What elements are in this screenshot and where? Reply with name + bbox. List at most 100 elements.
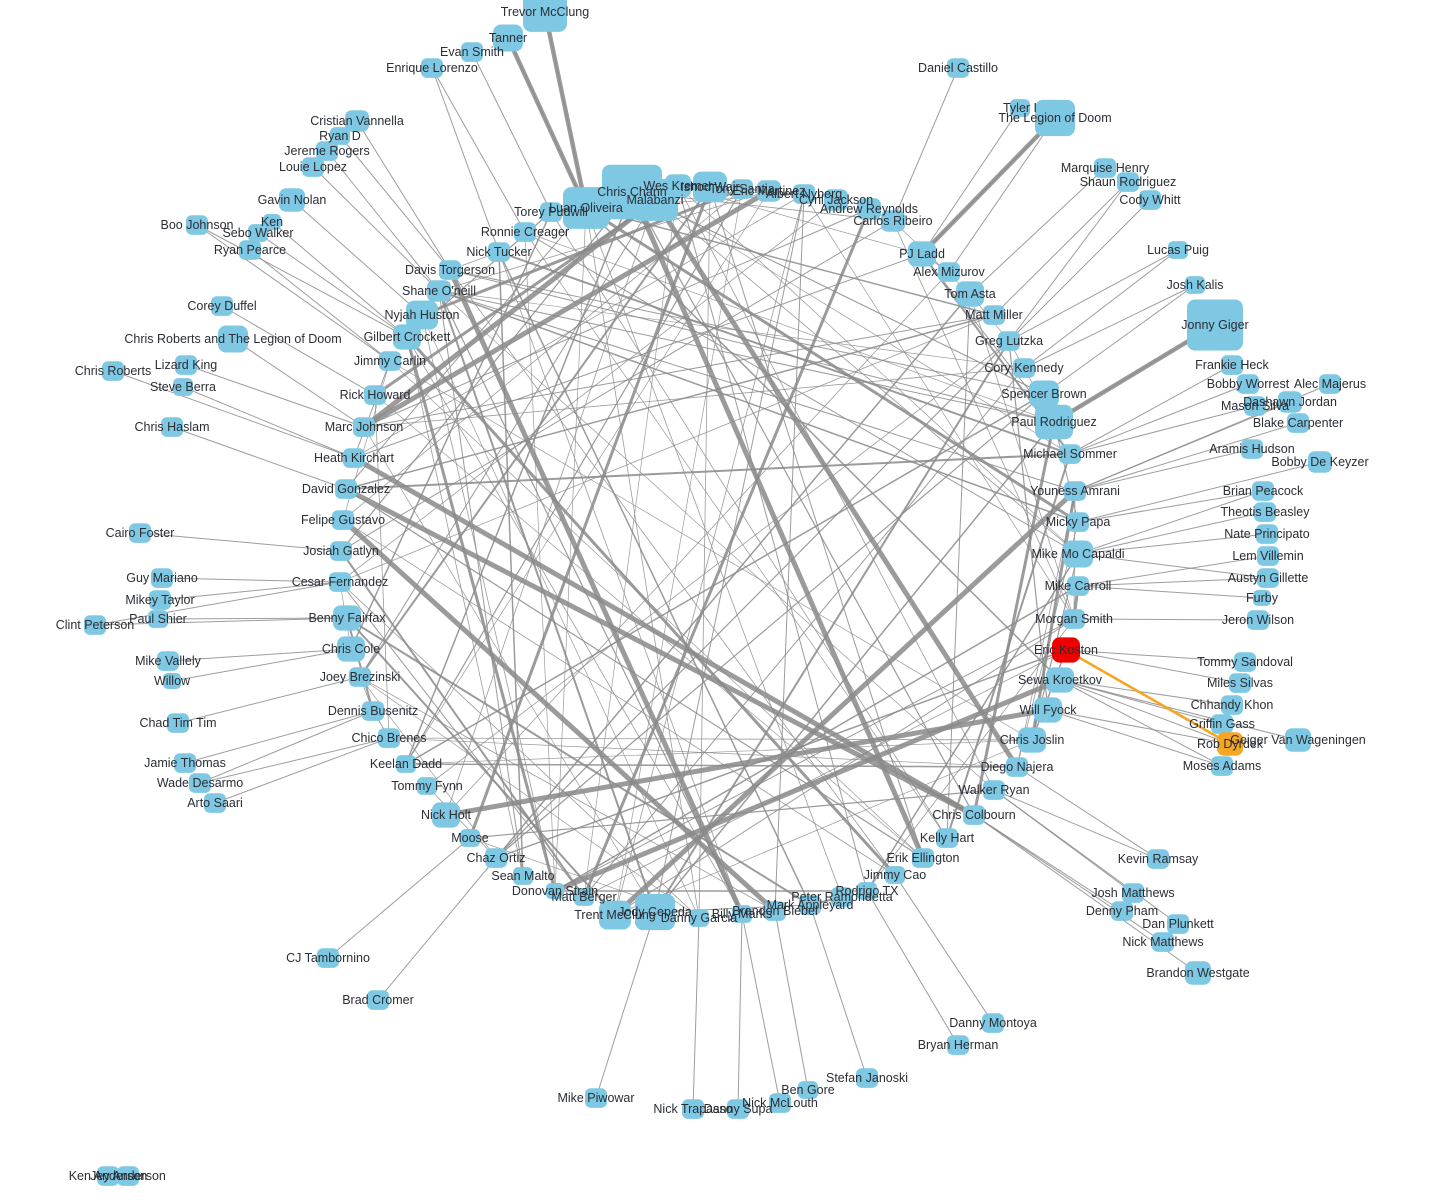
- svg-text:Heath Kirchart: Heath Kirchart: [314, 451, 394, 465]
- svg-text:Spencer Brown: Spencer Brown: [1001, 387, 1087, 401]
- svg-text:Nick Matthews: Nick Matthews: [1122, 935, 1203, 949]
- svg-text:Trevor McClung: Trevor McClung: [501, 5, 589, 19]
- svg-text:Alec Majerus: Alec Majerus: [1294, 377, 1366, 391]
- svg-text:David Gonzalez: David Gonzalez: [302, 482, 390, 496]
- svg-text:Felipe Gustavo: Felipe Gustavo: [301, 513, 385, 527]
- svg-text:Danny Montoya: Danny Montoya: [949, 1016, 1037, 1030]
- svg-text:Nick Holt: Nick Holt: [421, 808, 472, 822]
- svg-text:Ben Gore: Ben Gore: [781, 1083, 835, 1097]
- svg-text:Guy Mariano: Guy Mariano: [126, 571, 198, 585]
- svg-text:Brad Cromer: Brad Cromer: [342, 993, 414, 1007]
- svg-text:Cesar Fernandez: Cesar Fernandez: [292, 575, 389, 589]
- svg-text:Josiah Gatlyn: Josiah Gatlyn: [303, 544, 379, 558]
- svg-text:Cairo Foster: Cairo Foster: [106, 526, 175, 540]
- svg-text:Tanner: Tanner: [489, 31, 527, 45]
- svg-text:Ryan Pearce: Ryan Pearce: [214, 243, 286, 257]
- svg-text:Moose: Moose: [451, 831, 489, 845]
- svg-text:PJ Ladd: PJ Ladd: [899, 247, 945, 261]
- svg-text:Miles Silvas: Miles Silvas: [1207, 676, 1273, 690]
- svg-text:Tom Asta: Tom Asta: [944, 287, 995, 301]
- svg-text:Youness Amrani: Youness Amrani: [1030, 484, 1120, 498]
- svg-text:Eric Koston: Eric Koston: [1034, 643, 1098, 657]
- svg-text:Dan Plunkett: Dan Plunkett: [1142, 917, 1214, 931]
- svg-text:Chris Roberts: Chris Roberts: [75, 364, 151, 378]
- svg-text:Kevin Ramsay: Kevin Ramsay: [1118, 852, 1199, 866]
- svg-text:Will Fyock: Will Fyock: [1020, 703, 1078, 717]
- svg-text:Chico Brenes: Chico Brenes: [351, 731, 426, 745]
- svg-text:Mike Vallely: Mike Vallely: [135, 654, 202, 668]
- svg-text:Chris Joslin: Chris Joslin: [1000, 733, 1065, 747]
- svg-text:Corey Duffel: Corey Duffel: [187, 299, 256, 313]
- svg-text:Chhandy Khon: Chhandy Khon: [1191, 698, 1274, 712]
- svg-text:Jey Anderson: Jey Anderson: [90, 1169, 166, 1183]
- svg-text:Jereme Rogers: Jereme Rogers: [284, 144, 369, 158]
- svg-text:Torey Pudwill: Torey Pudwill: [514, 205, 588, 219]
- svg-text:Matt Miller: Matt Miller: [965, 308, 1023, 322]
- svg-text:Nick Tucker: Nick Tucker: [466, 245, 531, 259]
- svg-text:Marc Johnson: Marc Johnson: [325, 420, 404, 434]
- svg-text:Erik Ellington: Erik Ellington: [887, 851, 960, 865]
- svg-text:Tommy Fynn: Tommy Fynn: [391, 779, 463, 793]
- svg-text:Sewa Kroetkov: Sewa Kroetkov: [1018, 673, 1103, 687]
- svg-text:Dashawn Jordan: Dashawn Jordan: [1243, 395, 1337, 409]
- svg-text:Chris Roberts and The Legion o: Chris Roberts and The Legion of Doom: [124, 332, 341, 346]
- svg-text:Trent McClung: Trent McClung: [574, 908, 656, 922]
- svg-text:Paul Shier: Paul Shier: [129, 612, 187, 626]
- svg-text:Tommy Sandoval: Tommy Sandoval: [1197, 655, 1293, 669]
- svg-text:Frankie Heck: Frankie Heck: [1195, 358, 1269, 372]
- svg-text:Chris Cole: Chris Cole: [322, 642, 380, 656]
- svg-text:Stefan Janoski: Stefan Janoski: [826, 1071, 908, 1085]
- svg-text:Jamie Thomas: Jamie Thomas: [144, 756, 226, 770]
- svg-text:Daniel Castillo: Daniel Castillo: [918, 61, 998, 75]
- svg-text:Chris Colbourn: Chris Colbourn: [932, 808, 1015, 822]
- svg-text:CJ Tambornino: CJ Tambornino: [286, 951, 370, 965]
- svg-text:Nick Trapasso: Nick Trapasso: [653, 1102, 732, 1116]
- svg-text:Gilbert Crockett: Gilbert Crockett: [364, 330, 451, 344]
- svg-text:Cody Whitt: Cody Whitt: [1119, 193, 1181, 207]
- svg-text:Theotis Beasley: Theotis Beasley: [1221, 505, 1311, 519]
- svg-text:Louie Lopez: Louie Lopez: [279, 160, 347, 174]
- svg-text:Micky Papa: Micky Papa: [1046, 515, 1111, 529]
- svg-text:Boo Johnson: Boo Johnson: [161, 218, 234, 232]
- svg-text:Paul Rodriguez: Paul Rodriguez: [1011, 415, 1096, 429]
- svg-text:Blake Carpenter: Blake Carpenter: [1253, 416, 1343, 430]
- svg-text:Michael Sommer: Michael Sommer: [1023, 447, 1117, 461]
- svg-text:Shane O'neill: Shane O'neill: [402, 284, 476, 298]
- svg-text:Brian Peacock: Brian Peacock: [1223, 484, 1304, 498]
- svg-text:Bryan Herman: Bryan Herman: [918, 1038, 999, 1052]
- svg-text:Shaun Rodriguez: Shaun Rodriguez: [1080, 175, 1177, 189]
- svg-text:Joey Brezinski: Joey Brezinski: [320, 670, 401, 684]
- svg-text:Bobby De Keyzer: Bobby De Keyzer: [1271, 455, 1368, 469]
- svg-text:Lem Villemin: Lem Villemin: [1232, 549, 1303, 563]
- svg-text:Furby: Furby: [1246, 591, 1279, 605]
- svg-text:Lizard King: Lizard King: [155, 358, 218, 372]
- svg-text:The Legion of Doom: The Legion of Doom: [998, 111, 1111, 125]
- svg-text:Jimmy Carlin: Jimmy Carlin: [354, 354, 426, 368]
- svg-text:Diego Najera: Diego Najera: [981, 760, 1054, 774]
- svg-text:Arto Saari: Arto Saari: [187, 796, 243, 810]
- svg-text:Jeron Wilson: Jeron Wilson: [1222, 613, 1294, 627]
- svg-text:Kelly Hart: Kelly Hart: [920, 831, 975, 845]
- svg-text:Clint Peterson: Clint Peterson: [56, 618, 135, 632]
- svg-text:Lucas Puig: Lucas Puig: [1147, 243, 1209, 257]
- svg-text:Chaz Ortiz: Chaz Ortiz: [466, 851, 525, 865]
- svg-text:Willow: Willow: [154, 674, 191, 688]
- svg-text:Mike Mo Capaldi: Mike Mo Capaldi: [1031, 547, 1124, 561]
- svg-text:Gavin Nolan: Gavin Nolan: [258, 193, 327, 207]
- svg-text:Bobby Worrest: Bobby Worrest: [1207, 377, 1290, 391]
- svg-text:Chris Haslam: Chris Haslam: [134, 420, 209, 434]
- svg-text:Alex Mizurov: Alex Mizurov: [913, 265, 985, 279]
- svg-text:Sean Malto: Sean Malto: [491, 869, 554, 883]
- svg-text:Aramis Hudson: Aramis Hudson: [1209, 442, 1294, 456]
- svg-text:Donovan Strain: Donovan Strain: [512, 884, 598, 898]
- svg-text:Greg Lutzka: Greg Lutzka: [975, 334, 1043, 348]
- svg-text:Mike Carroll: Mike Carroll: [1045, 579, 1112, 593]
- svg-text:Carlos Ribeiro: Carlos Ribeiro: [853, 214, 932, 228]
- svg-text:Davis Torgerson: Davis Torgerson: [405, 263, 495, 277]
- svg-text:Griffin Gass: Griffin Gass: [1189, 717, 1255, 731]
- svg-text:Wade Desarmo: Wade Desarmo: [157, 776, 243, 790]
- svg-text:Marquise Henry: Marquise Henry: [1061, 161, 1150, 175]
- svg-text:Dennis Busenitz: Dennis Busenitz: [328, 704, 418, 718]
- svg-text:Steve Berra: Steve Berra: [150, 380, 216, 394]
- svg-text:Ryan D: Ryan D: [319, 129, 361, 143]
